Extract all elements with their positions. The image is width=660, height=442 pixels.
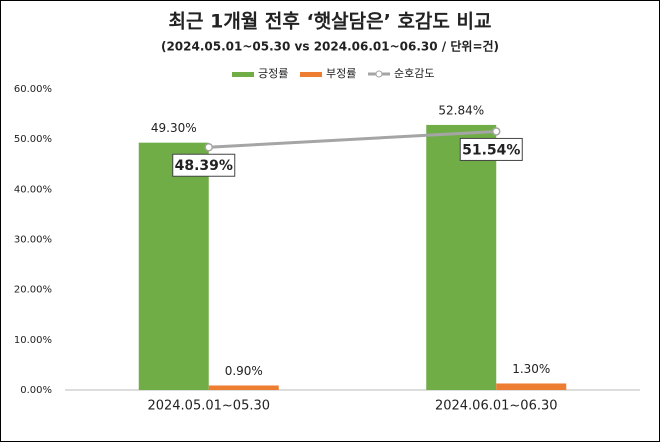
bar-value-label: 1.30%: [512, 362, 550, 376]
line-value-label: 51.54%: [462, 142, 520, 158]
bar: [208, 385, 279, 390]
line-label-box: [459, 137, 523, 161]
y-tick-label: 0.00%: [20, 385, 52, 396]
bar-value-label: 0.90%: [225, 364, 263, 378]
line-point: [204, 142, 213, 152]
legend-swatch: [375, 70, 383, 78]
line-point: [492, 127, 501, 136]
legend-label: 긍정률: [258, 67, 288, 80]
x-tick-label: 2024.05.01~05.30: [147, 399, 270, 414]
bar: [138, 142, 209, 390]
bar-value-label: 52.84%: [438, 103, 484, 117]
y-tick-label: 30.00%: [14, 235, 52, 246]
line: [208, 129, 497, 149]
y-tick-label: 50.00%: [14, 134, 52, 145]
bar: [496, 383, 567, 390]
legend-swatch: [232, 72, 254, 77]
y-tick-label: 40.00%: [14, 184, 52, 195]
chart-title: 최근 1개월 전후 ‘햇살담은’ 호감도 비교: [169, 11, 492, 33]
y-tick-label: 60.00%: [14, 84, 52, 95]
legend-swatch: [300, 72, 322, 77]
y-tick-label: 20.00%: [14, 285, 52, 296]
legend-label: 순호감도: [394, 67, 434, 80]
chart-subtitle: (2024.05.01~05.30 vs 2024.06.01~06.30 / …: [161, 39, 499, 54]
bar-value-label: 49.30%: [151, 121, 197, 135]
y-tick-label: 10.00%: [14, 335, 52, 346]
line-value-label: 48.39%: [175, 158, 233, 174]
legend-label: 부정률: [326, 67, 356, 80]
x-tick-label: 2024.06.01~06.30: [435, 399, 558, 414]
bar: [426, 124, 497, 390]
line-label-box: [172, 153, 236, 177]
